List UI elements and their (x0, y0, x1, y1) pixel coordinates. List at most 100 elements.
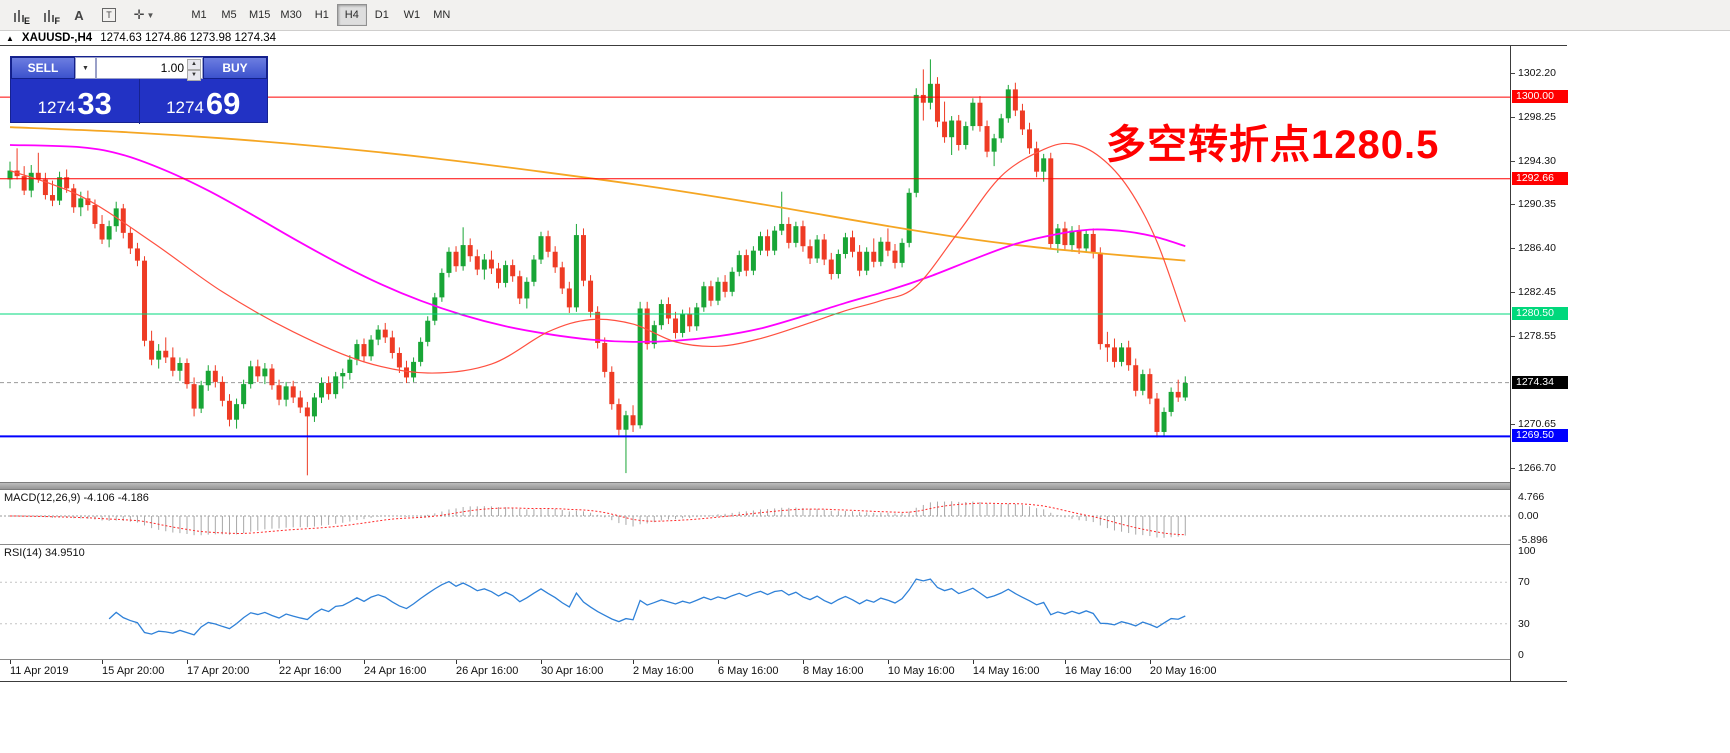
price-axis-tick (1511, 72, 1515, 74)
macd-label: MACD(12,26,9) -4.106 -4.186 (4, 492, 149, 504)
timeframe-button-m5[interactable]: M5 (214, 4, 244, 26)
timeframe-toolbar: M1 M5 M15 M30 H1 H4 D1 W1 MN (184, 4, 457, 26)
rsi-axis-label: 70 (1518, 576, 1530, 589)
icon-letter: F (54, 16, 61, 26)
buy-button[interactable]: BUY (203, 57, 267, 79)
time-axis-tick (1064, 660, 1066, 664)
macd-indicator[interactable] (0, 490, 1510, 544)
time-axis-label: 17 Apr 20:00 (187, 665, 250, 677)
time-axis-tick (279, 660, 281, 664)
sell-button[interactable]: SELL (11, 57, 75, 79)
time-axis-tick (1149, 660, 1151, 664)
timeframe-button-m1[interactable]: M1 (184, 4, 214, 26)
ma-fast-red (9, 142, 1186, 374)
chart-annotation: 多空转折点1280.5 (1106, 123, 1440, 167)
time-axis-label: 14 May 16:00 (972, 665, 1040, 677)
timeframe-button-m30[interactable]: M30 (275, 4, 306, 26)
rsi-value: 34.9510 (44, 547, 85, 559)
price-chart[interactable] (0, 46, 1510, 482)
price-line-tag: 1280.50 (1512, 307, 1568, 321)
panel-splitter[interactable] (0, 482, 1567, 490)
bar-chart-f-icon[interactable]: F (36, 3, 62, 27)
price-axis-label: 1286.40 (1518, 242, 1556, 255)
crosshair-glyph-icon: ✛ (133, 7, 145, 22)
timeframe-button-m15[interactable]: M15 (244, 4, 275, 26)
macd-axis-label: -5.896 (1518, 533, 1548, 546)
timeframe-button-w1[interactable]: W1 (397, 4, 427, 26)
price-axis-tick (1511, 160, 1515, 162)
sell-price-pips: 33 (77, 86, 112, 121)
one-click-trading-panel: SELL ▼ ▲ ▼ BUY 1274 33 (10, 56, 268, 124)
collapse-arrow-icon[interactable]: ▲ (6, 33, 14, 43)
panel-separator (0, 544, 1567, 545)
buy-price-main: 1274 (166, 98, 204, 117)
timeframe-button-d1[interactable]: D1 (367, 4, 397, 26)
volume-input[interactable] (97, 58, 202, 78)
crosshair-tool-icon[interactable]: ✛ ▼ (126, 3, 162, 27)
price-line-tag: 1269.50 (1512, 429, 1568, 443)
bar-chart-e-icon[interactable]: E (6, 3, 32, 27)
time-axis-label: 15 Apr 20:00 (102, 665, 165, 677)
textbox-tool-icon[interactable]: T (96, 3, 122, 27)
time-axis-label: 24 Apr 16:00 (364, 665, 427, 677)
buy-price-display[interactable]: 1274 69 (140, 79, 268, 124)
time-axis-tick (972, 660, 974, 664)
macd-axis-label: 0.00 (1518, 510, 1539, 522)
panel-separator (0, 659, 1567, 660)
time-axis-label: 11 Apr 2019 (10, 665, 69, 677)
chart-title-bar: ▲ XAUUSD-,H4 1274.63 1274.86 1273.98 127… (0, 31, 1573, 45)
macd-axis-label: 4.766 (1518, 490, 1545, 503)
chart-window: 多空转折点1280.5 SELL ▼ ▲ ▼ BUY 1274 (0, 45, 1568, 682)
price-axis-label: 1290.35 (1518, 198, 1556, 211)
time-axis-label: 2 May 16:00 (633, 665, 694, 677)
time-axis-tick (802, 660, 804, 664)
rsi-axis-label: 100 (1518, 545, 1536, 557)
timeframe-button-h4[interactable]: H4 (336, 4, 367, 26)
volume-dropdown[interactable]: ▼ (75, 57, 96, 79)
time-axis[interactable]: 11 Apr 2019 15 Apr 20:00 17 Apr 20:00 22 Ap… (0, 660, 1510, 681)
time-axis-label: 30 Apr 16:00 (541, 665, 604, 677)
time-axis-label: 22 Apr 16:00 (279, 665, 342, 677)
volume-up-button[interactable]: ▲ (187, 59, 201, 70)
time-axis-tick (541, 660, 542, 664)
time-axis-label: 26 Apr 16:00 (456, 665, 519, 677)
text-tool-icon[interactable]: A (66, 3, 92, 27)
price-axis-tick (1511, 335, 1515, 337)
timeframe-button-mn[interactable]: MN (427, 4, 457, 26)
time-axis-label: 6 May 16:00 (718, 665, 779, 677)
volume-field-wrap: ▲ ▼ (96, 57, 203, 81)
symbol-label: XAUUSD-,H4 (21, 32, 93, 44)
volume-down-button[interactable]: ▼ (187, 70, 201, 81)
price-axis-tick (1511, 467, 1515, 469)
rsi-axis-label: 0 (1518, 649, 1524, 661)
price-axis-label: 1278.55 (1518, 329, 1556, 342)
timeframe-button-h1[interactable]: H1 (307, 4, 337, 26)
price-axis-label: 1302.20 (1518, 66, 1556, 79)
main-toolbar: E F A T ✛ ▼ M1 M5 M15 M30 H1 H4 D1 W1 MN (0, 0, 1730, 31)
time-axis-tick (364, 660, 365, 664)
buy-price-pips: 69 (205, 86, 241, 121)
sell-price-display[interactable]: 1274 33 (11, 79, 140, 124)
icon-letter: E (23, 16, 30, 26)
price-line-tag: 1292.66 (1512, 171, 1568, 185)
price-scale[interactable]: 1302.20 1298.25 1294.30 1290.35 1286.40 1282.… (1510, 46, 1568, 681)
time-axis-tick (187, 660, 188, 664)
volume-stepper: ▲ ▼ (187, 59, 201, 81)
current-price-tag: 1274.34 (1512, 375, 1568, 389)
sell-price-main: 1274 (37, 98, 76, 117)
time-axis-tick (633, 660, 635, 664)
rsi-indicator[interactable] (0, 545, 1510, 659)
time-axis-label: 16 May 16:00 (1064, 665, 1132, 677)
bars-glyph-icon (13, 8, 25, 22)
rsi-label: RSI(14) 34.9510 (4, 547, 85, 559)
price-axis-label: 1294.30 (1518, 154, 1556, 167)
rsi-axis-label: 30 (1518, 617, 1530, 630)
ma-mid-magenta (9, 144, 1186, 343)
price-axis-tick (1511, 204, 1515, 206)
time-axis-label: 20 May 16:00 (1149, 665, 1217, 677)
time-axis-tick (456, 660, 458, 664)
time-axis-tick (887, 660, 889, 664)
macd-values: -4.106 -4.186 (83, 492, 149, 504)
icon-letter: A (74, 7, 84, 23)
